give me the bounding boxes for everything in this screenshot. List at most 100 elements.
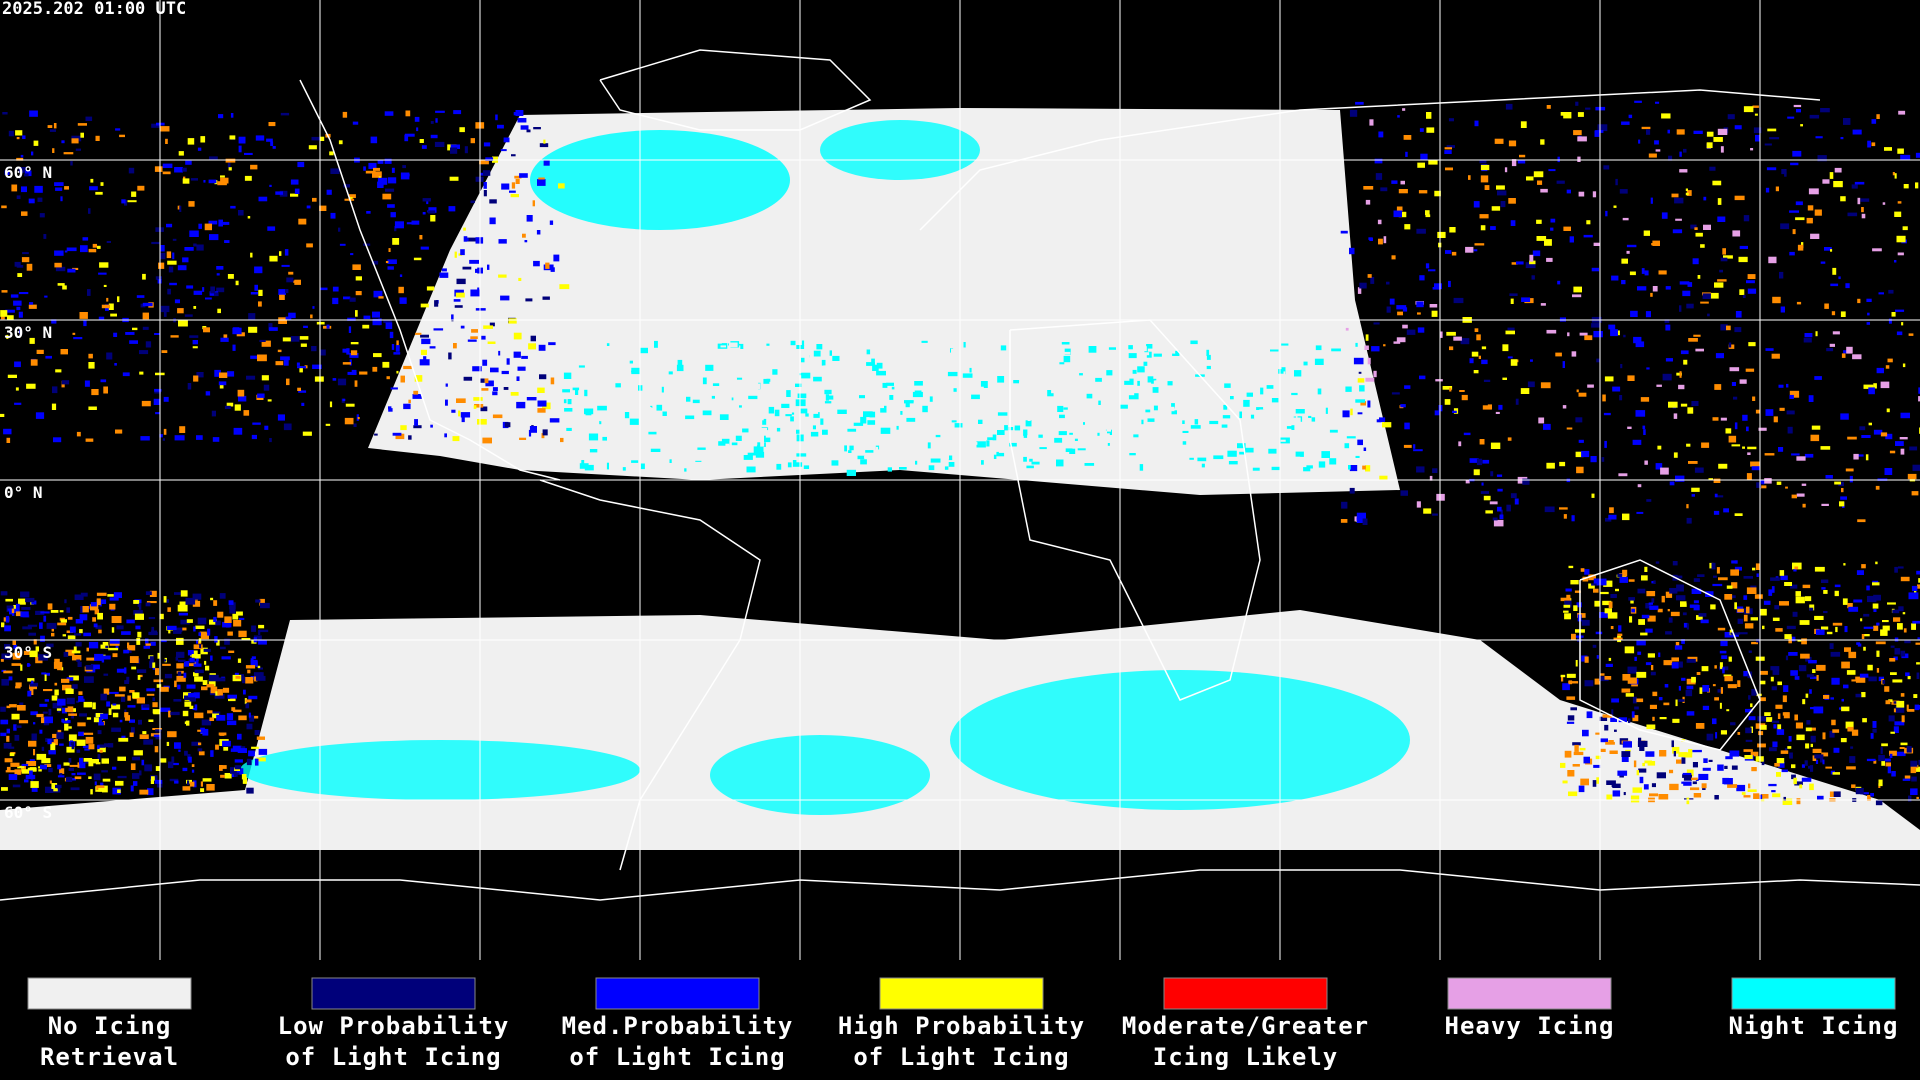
cloud-speck [458,410,461,417]
cloud-speck [1882,680,1886,684]
cloud-speck [1,787,8,791]
cloud-speck [785,414,792,417]
cloud-speck [1510,220,1516,226]
cloud-speck [1691,487,1700,492]
cloud-speck [1748,716,1756,721]
cloud-speck [1566,594,1571,600]
cloud-speck [127,200,137,203]
cloud-speck [394,226,397,232]
cloud-speck [112,703,117,706]
cloud-speck [51,319,57,324]
cloud-speck [1307,382,1315,386]
cloud-speck [24,173,29,177]
cloud-speck [1230,396,1234,400]
cloud-speck [184,721,188,725]
cloud-speck [1295,409,1305,414]
cloud-speck [1474,243,1485,246]
cloud-speck [1205,387,1210,390]
cloud-speck [1848,606,1859,612]
cloud-speck [1646,367,1650,370]
cloud-speck [1672,718,1680,723]
cloud-speck [1566,721,1575,724]
cloud-speck [106,701,111,707]
cloud-speck [1889,750,1897,756]
cloud-speck [1336,385,1342,393]
cloud-speck [1364,345,1369,350]
cloud-speck [224,240,230,243]
cloud-speck [1378,131,1384,138]
cloud-speck [1918,578,1920,583]
cloud-speck [950,378,961,384]
cloud-speck [1615,178,1618,186]
cloud-speck [465,238,469,241]
cloud-speck [1548,169,1556,172]
cloud-speck [1574,744,1579,752]
cloud-speck [899,385,908,389]
cloud-speck [78,731,84,737]
cloud-speck [21,763,29,767]
cloud-speck [217,611,224,618]
cloud-speck [481,335,486,340]
cloud-speck [882,364,887,369]
cloud-speck [255,758,259,766]
cloud-speck [1655,101,1660,104]
cloud-speck [1767,128,1777,132]
cloud-speck [1753,127,1762,134]
cloud-speck [134,613,144,620]
cloud-speck [51,739,58,746]
cloud-speck [1876,367,1884,374]
cloud-speck [31,787,38,792]
cloud-speck [624,412,630,419]
cloud-speck [474,404,484,408]
cloud-speck [1584,680,1594,687]
cloud-region [950,670,1410,810]
cloud-speck [229,602,236,610]
cloud-speck [228,698,236,702]
cloud-speck [1514,498,1519,505]
cloud-speck [1638,619,1645,625]
cloud-speck [1416,466,1425,473]
cloud-speck [253,672,264,677]
cloud-speck [1722,248,1726,255]
cloud-speck [509,190,516,193]
cloud-speck [116,668,127,673]
cloud-speck [64,250,68,253]
cloud-speck [103,673,109,676]
cloud-speck [1309,357,1314,361]
cloud-speck [319,205,327,211]
cloud-speck [101,655,111,660]
cloud-speck [1857,519,1866,523]
cloud-speck [487,264,490,270]
cloud-speck [1853,599,1863,603]
cloud-speck [155,729,162,732]
cloud-speck [622,467,626,471]
cloud-speck [234,404,241,411]
cloud-speck [876,362,883,369]
cloud-speck [1478,355,1481,359]
cloud-speck [174,299,180,304]
cloud-speck [184,695,193,700]
cloud-speck [1599,673,1605,676]
cloud-speck [816,360,820,367]
cloud-speck [1562,361,1565,368]
cloud-speck [1792,229,1796,235]
cloud-speck [1911,776,1917,782]
cloud-speck [1746,606,1750,614]
cloud-speck [230,767,237,774]
cloud-speck [236,613,239,620]
cloud-speck [1847,603,1853,609]
cloud-speck [42,711,48,714]
cloud-speck [1726,585,1733,589]
cloud-speck [1206,365,1211,370]
cloud-speck [1897,623,1903,630]
cloud-speck [1902,363,1906,368]
cloud-speck [875,446,879,453]
cloud-speck [258,629,269,633]
cloud-speck [587,365,591,369]
cloud-speck [1000,406,1005,410]
cloud-speck [159,252,166,260]
cloud-speck [176,637,184,645]
cloud-speck [1855,677,1866,683]
cloud-speck [1814,754,1824,759]
cloud-speck [951,420,957,423]
